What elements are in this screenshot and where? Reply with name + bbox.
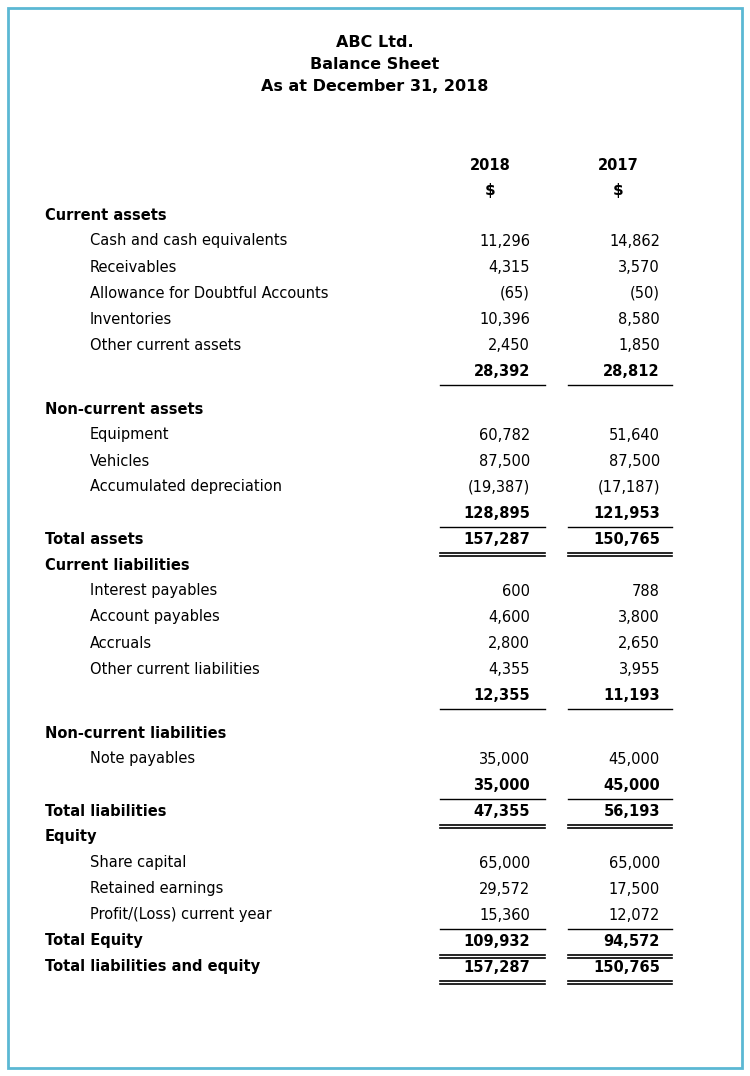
- Text: 35,000: 35,000: [478, 751, 530, 766]
- Text: Accumulated depreciation: Accumulated depreciation: [90, 480, 282, 495]
- Text: (17,187): (17,187): [598, 480, 660, 495]
- Text: 15,360: 15,360: [479, 907, 530, 922]
- Text: (65): (65): [500, 285, 530, 300]
- Text: 65,000: 65,000: [478, 855, 530, 870]
- Text: 51,640: 51,640: [609, 427, 660, 442]
- Text: 10,396: 10,396: [479, 311, 530, 326]
- Text: 47,355: 47,355: [473, 804, 530, 819]
- Text: 128,895: 128,895: [463, 506, 530, 521]
- Text: 29,572: 29,572: [478, 881, 530, 896]
- Text: Total liabilities and equity: Total liabilities and equity: [45, 960, 260, 975]
- Text: Non-current liabilities: Non-current liabilities: [45, 725, 226, 740]
- Text: Current assets: Current assets: [45, 208, 166, 223]
- Text: Retained earnings: Retained earnings: [90, 881, 224, 896]
- Text: 4,600: 4,600: [488, 609, 530, 624]
- Text: Profit/(Loss) current year: Profit/(Loss) current year: [90, 907, 272, 922]
- Text: Share capital: Share capital: [90, 855, 186, 870]
- Text: 8,580: 8,580: [618, 311, 660, 326]
- Text: 94,572: 94,572: [604, 934, 660, 949]
- Text: ABC Ltd.: ABC Ltd.: [336, 36, 414, 49]
- Text: 28,812: 28,812: [603, 364, 660, 379]
- Text: 60,782: 60,782: [478, 427, 530, 442]
- Text: 11,296: 11,296: [479, 233, 530, 249]
- Text: 45,000: 45,000: [609, 751, 660, 766]
- Text: Equipment: Equipment: [90, 427, 170, 442]
- Text: 121,953: 121,953: [593, 506, 660, 521]
- Text: Account payables: Account payables: [90, 609, 220, 624]
- Text: Equity: Equity: [45, 830, 98, 845]
- Text: 2017: 2017: [598, 157, 638, 172]
- Text: Total Equity: Total Equity: [45, 934, 142, 949]
- Text: 2,800: 2,800: [488, 636, 530, 651]
- Text: 150,765: 150,765: [593, 960, 660, 975]
- Text: Vehicles: Vehicles: [90, 453, 150, 468]
- Text: $: $: [484, 183, 495, 198]
- Text: 2,650: 2,650: [618, 636, 660, 651]
- Text: 11,193: 11,193: [603, 688, 660, 703]
- Text: Note payables: Note payables: [90, 751, 195, 766]
- Text: Receivables: Receivables: [90, 259, 177, 274]
- Text: 35,000: 35,000: [473, 778, 530, 793]
- Text: Other current liabilities: Other current liabilities: [90, 662, 260, 677]
- Text: Interest payables: Interest payables: [90, 583, 218, 598]
- Text: As at December 31, 2018: As at December 31, 2018: [261, 79, 489, 94]
- Text: 56,193: 56,193: [604, 804, 660, 819]
- Text: 28,392: 28,392: [474, 364, 530, 379]
- Text: 3,570: 3,570: [618, 259, 660, 274]
- Text: 87,500: 87,500: [609, 453, 660, 468]
- Text: 600: 600: [502, 583, 530, 598]
- Text: 65,000: 65,000: [609, 855, 660, 870]
- Text: 788: 788: [632, 583, 660, 598]
- Text: 157,287: 157,287: [464, 960, 530, 975]
- Text: Total liabilities: Total liabilities: [45, 804, 166, 819]
- Text: Accruals: Accruals: [90, 636, 152, 651]
- Text: Inventories: Inventories: [90, 311, 172, 326]
- Text: 45,000: 45,000: [603, 778, 660, 793]
- Text: 150,765: 150,765: [593, 532, 660, 547]
- Text: 3,800: 3,800: [618, 609, 660, 624]
- Text: Current liabilities: Current liabilities: [45, 557, 190, 572]
- Text: 12,355: 12,355: [473, 688, 530, 703]
- Text: Non-current assets: Non-current assets: [45, 401, 203, 416]
- Text: 157,287: 157,287: [464, 532, 530, 547]
- Text: Other current assets: Other current assets: [90, 338, 242, 353]
- Text: 17,500: 17,500: [609, 881, 660, 896]
- Text: 2018: 2018: [470, 157, 511, 172]
- Text: 4,315: 4,315: [488, 259, 530, 274]
- Text: 14,862: 14,862: [609, 233, 660, 249]
- Text: $: $: [613, 183, 623, 198]
- Text: Total assets: Total assets: [45, 532, 143, 547]
- Text: 109,932: 109,932: [464, 934, 530, 949]
- Text: Balance Sheet: Balance Sheet: [310, 57, 440, 72]
- Text: Cash and cash equivalents: Cash and cash equivalents: [90, 233, 287, 249]
- Text: (50): (50): [630, 285, 660, 300]
- Text: 3,955: 3,955: [619, 662, 660, 677]
- Text: 87,500: 87,500: [478, 453, 530, 468]
- Text: 12,072: 12,072: [609, 907, 660, 922]
- Text: (19,387): (19,387): [468, 480, 530, 495]
- Text: Allowance for Doubtful Accounts: Allowance for Doubtful Accounts: [90, 285, 328, 300]
- Text: 2,450: 2,450: [488, 338, 530, 353]
- Text: 4,355: 4,355: [488, 662, 530, 677]
- Text: 1,850: 1,850: [618, 338, 660, 353]
